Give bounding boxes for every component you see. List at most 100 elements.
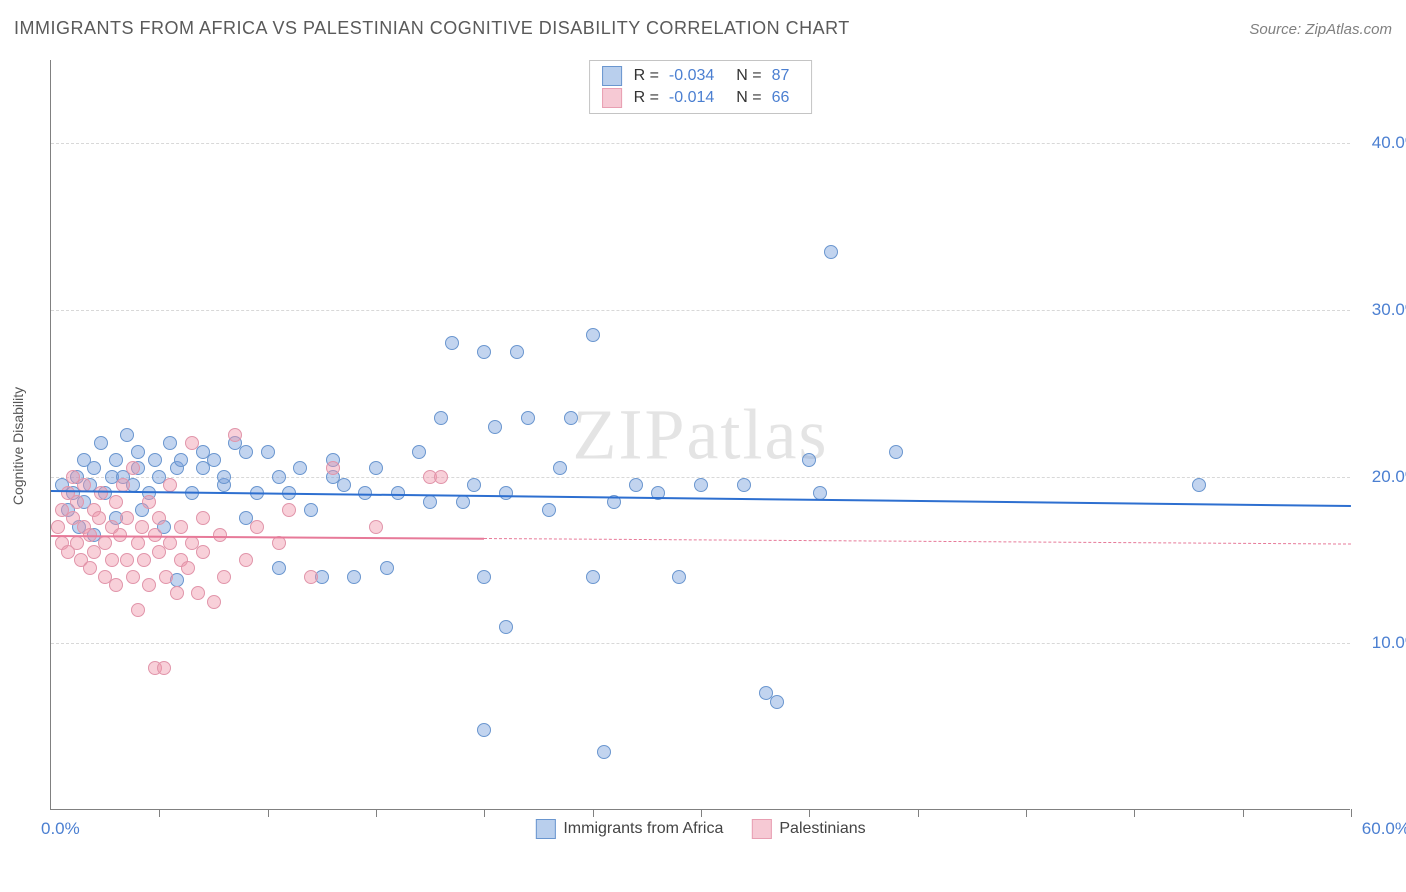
x-axis-tick: [1134, 809, 1135, 817]
data-point: [137, 553, 151, 567]
trend-line: [484, 538, 1351, 545]
data-point: [445, 336, 459, 350]
y-axis-tick-label: 30.0%: [1360, 300, 1406, 320]
stat-n-label: N =: [736, 89, 761, 107]
x-axis-tick: [918, 809, 919, 817]
data-point: [98, 536, 112, 550]
x-axis-tick: [593, 809, 594, 817]
x-axis-tick: [1243, 809, 1244, 817]
data-point: [282, 503, 296, 517]
data-point: [191, 586, 205, 600]
data-point: [694, 478, 708, 492]
data-point: [142, 578, 156, 592]
legend-label: Palestinians: [779, 820, 865, 838]
legend-swatch: [535, 819, 555, 839]
data-point: [737, 478, 751, 492]
data-point: [510, 345, 524, 359]
data-point: [217, 570, 231, 584]
data-point: [131, 603, 145, 617]
data-point: [157, 661, 171, 675]
data-point: [293, 461, 307, 475]
data-point: [337, 478, 351, 492]
watermark: ZIPatlas: [573, 393, 829, 476]
data-point: [159, 570, 173, 584]
data-point: [672, 570, 686, 584]
legend-swatch: [602, 88, 622, 108]
stats-legend-box: R =-0.034N =87R =-0.014N =66: [589, 60, 813, 114]
stat-n-label: N =: [736, 67, 761, 85]
data-point: [70, 536, 84, 550]
x-axis-tick: [1351, 809, 1352, 817]
stat-n-value: 66: [772, 89, 790, 107]
data-point: [304, 570, 318, 584]
data-point: [131, 445, 145, 459]
data-point: [770, 695, 784, 709]
data-point: [499, 620, 513, 634]
data-point: [477, 345, 491, 359]
data-point: [181, 561, 195, 575]
data-point: [629, 478, 643, 492]
data-point: [488, 420, 502, 434]
data-point: [126, 461, 140, 475]
data-point: [152, 511, 166, 525]
legend-swatch: [751, 819, 771, 839]
data-point: [423, 495, 437, 509]
y-axis-tick-label: 10.0%: [1360, 633, 1406, 653]
data-point: [94, 436, 108, 450]
data-point: [135, 520, 149, 534]
x-axis-tick: [701, 809, 702, 817]
chart-header: IMMIGRANTS FROM AFRICA VS PALESTINIAN CO…: [14, 18, 1392, 39]
data-point: [185, 436, 199, 450]
y-axis-tick-label: 40.0%: [1360, 133, 1406, 153]
gridline: [51, 143, 1350, 144]
data-point: [174, 520, 188, 534]
x-axis-tick: [1026, 809, 1027, 817]
data-point: [542, 503, 556, 517]
data-point: [272, 470, 286, 484]
data-point: [163, 536, 177, 550]
data-point: [553, 461, 567, 475]
legend-item: Palestinians: [751, 819, 865, 839]
data-point: [120, 511, 134, 525]
data-point: [94, 486, 108, 500]
x-axis-tick: [268, 809, 269, 817]
data-point: [163, 436, 177, 450]
data-point: [126, 570, 140, 584]
y-axis-tick-label: 20.0%: [1360, 467, 1406, 487]
y-axis-label: Cognitive Disability: [10, 387, 26, 505]
data-point: [163, 478, 177, 492]
data-point: [824, 245, 838, 259]
legend-swatch: [602, 66, 622, 86]
data-point: [70, 495, 84, 509]
data-point: [304, 503, 318, 517]
data-point: [148, 453, 162, 467]
data-point: [586, 328, 600, 342]
data-point: [174, 453, 188, 467]
series-legend: Immigrants from Africa Palestinians: [535, 819, 865, 839]
data-point: [120, 428, 134, 442]
data-point: [83, 561, 97, 575]
data-point: [217, 470, 231, 484]
data-point: [272, 561, 286, 575]
data-point: [889, 445, 903, 459]
data-point: [131, 536, 145, 550]
data-point: [564, 411, 578, 425]
stat-r-label: R =: [634, 89, 659, 107]
data-point: [239, 445, 253, 459]
data-point: [87, 461, 101, 475]
gridline: [51, 643, 1350, 644]
data-point: [196, 545, 210, 559]
stat-r-value: -0.034: [669, 67, 714, 85]
data-point: [1192, 478, 1206, 492]
data-point: [477, 570, 491, 584]
x-axis-tick: [809, 809, 810, 817]
data-point: [412, 445, 426, 459]
data-point: [109, 453, 123, 467]
chart-title: IMMIGRANTS FROM AFRICA VS PALESTINIAN CO…: [14, 18, 850, 39]
legend-label: Immigrants from Africa: [563, 820, 723, 838]
data-point: [196, 511, 210, 525]
data-point: [380, 561, 394, 575]
data-point: [109, 578, 123, 592]
data-point: [207, 595, 221, 609]
data-point: [250, 520, 264, 534]
